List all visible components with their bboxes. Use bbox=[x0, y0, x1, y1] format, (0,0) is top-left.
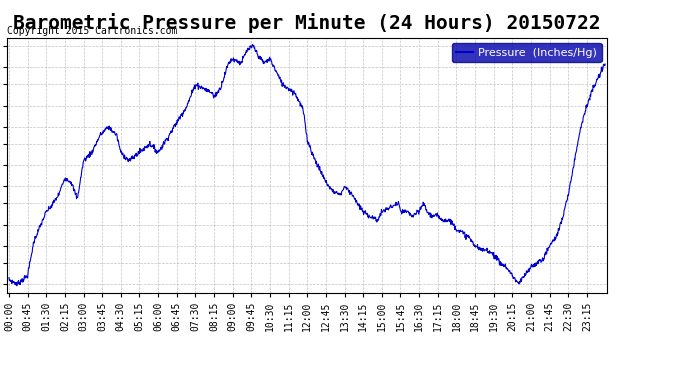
Legend: Pressure  (Inches/Hg): Pressure (Inches/Hg) bbox=[452, 43, 602, 62]
Text: Copyright 2015 Cartronics.com: Copyright 2015 Cartronics.com bbox=[7, 26, 177, 36]
Title: Barometric Pressure per Minute (24 Hours) 20150722: Barometric Pressure per Minute (24 Hours… bbox=[13, 13, 601, 33]
